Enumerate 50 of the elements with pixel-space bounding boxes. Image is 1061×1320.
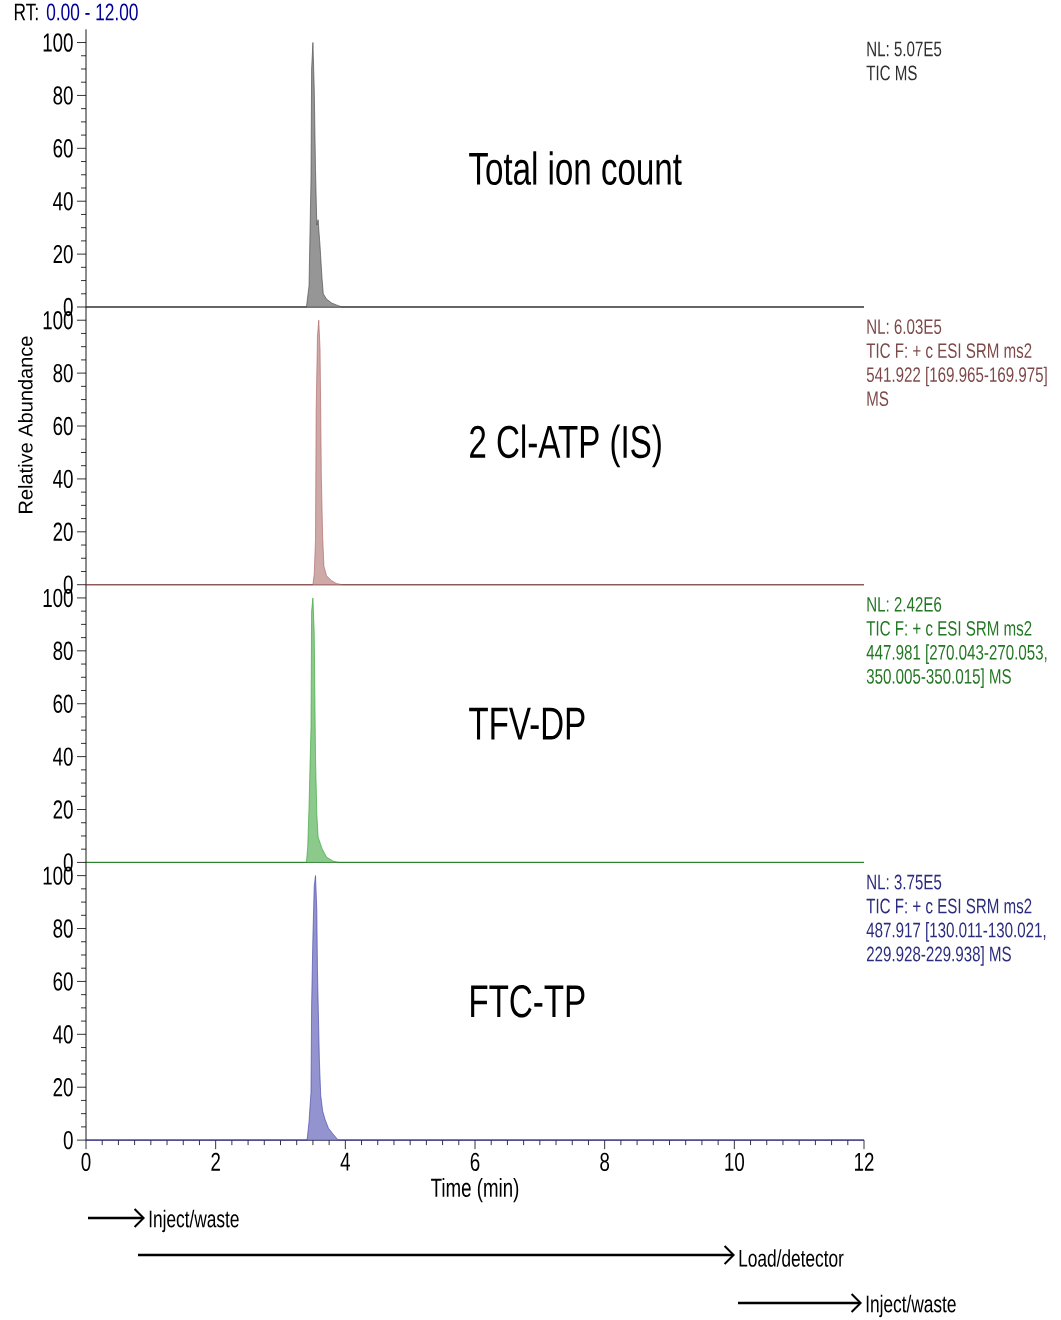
x-axis-title: Time (min) — [431, 1177, 519, 1203]
x-tick-label: 2 — [211, 1152, 220, 1171]
y-tick-label: 60 — [53, 972, 73, 991]
y-tick-label: 20 — [53, 800, 73, 819]
text: Inject/waste — [149, 1209, 239, 1233]
x-tick-label: 10 — [725, 1152, 745, 1172]
text: NL: 3.75E5 — [867, 874, 942, 890]
y-tick-label: 60 — [53, 416, 73, 436]
text: RT: — [14, 3, 38, 21]
y-tick-label: 40 — [53, 1025, 73, 1044]
text: NL: 5.07E5 — [867, 41, 942, 57]
y-tick-label: 0 — [63, 1130, 73, 1150]
y-tick-label: 60 — [53, 139, 73, 158]
text: NL: 2.42E6 — [867, 596, 942, 612]
text: 350.005-350.015] MS — [866, 668, 1011, 688]
x-tick-label: 6 — [470, 1152, 480, 1172]
y-tick-label: 20 — [53, 522, 73, 542]
text: NL: 6.03E5 — [867, 319, 942, 335]
y-tick-label: 40 — [53, 469, 73, 489]
text: TIC F: + c ESI SRM ms2 — [866, 620, 1032, 636]
y-tick-label: 80 — [53, 86, 73, 105]
text: 447.981 [270.043-270.053, — [866, 644, 1047, 664]
y-tick-label: 40 — [53, 192, 73, 211]
text: 487.917 [130.011-130.021, — [866, 922, 1046, 942]
text: 0.00 - 12.00 — [46, 3, 138, 21]
y-tick-label: 20 — [53, 1078, 73, 1097]
text: 229.928-229.938] MS — [866, 946, 1011, 966]
text: TIC F: + c ESI SRM ms2 — [866, 898, 1032, 914]
text: Total ion count — [469, 151, 682, 186]
text: Inject/waste — [866, 1294, 956, 1318]
y-tick-label: 100 — [43, 33, 73, 52]
text: TFV-DP — [469, 707, 585, 740]
x-tick-label: 0 — [81, 1152, 91, 1172]
x-tick-label: 8 — [600, 1152, 610, 1172]
text: 541.922 [169.965-169.975] — [866, 366, 1047, 387]
text: MS — [867, 391, 889, 407]
y-tick-label: 20 — [53, 244, 73, 264]
text: FTC-TP — [471, 984, 585, 1018]
y-tick-label: 80 — [53, 641, 73, 661]
x-tick-label: 4 — [340, 1152, 350, 1171]
text: 2 Cl-ATP (IS) — [470, 424, 661, 468]
x-tick-label: 12 — [855, 1152, 874, 1171]
y-tick-label: 40 — [53, 747, 73, 766]
y-tick-label: 80 — [53, 363, 73, 383]
y-axis-title: Relative Abundance — [17, 336, 33, 513]
y-tick-label: 80 — [53, 919, 73, 938]
text: Load/detector — [739, 1249, 844, 1267]
text: TIC F: + c ESI SRM ms2 — [866, 343, 1032, 359]
text: TIC MS — [866, 65, 917, 81]
y-tick-label: 60 — [53, 694, 73, 713]
